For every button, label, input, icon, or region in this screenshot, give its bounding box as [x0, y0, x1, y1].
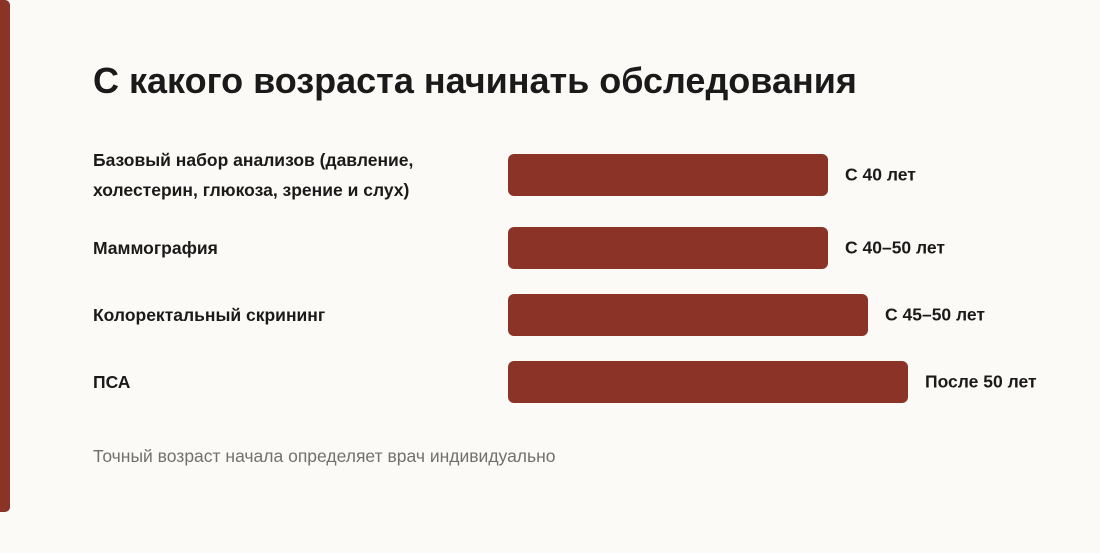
- value-label: После 50 лет: [925, 371, 1037, 392]
- category-label: Колоректальный скрининг: [93, 305, 326, 325]
- value-label: С 40–50 лет: [845, 237, 945, 258]
- accent-stripe: [0, 0, 10, 512]
- value-label: С 45–50 лет: [885, 304, 985, 325]
- category-label: Базовый набор анализов (давление, холест…: [93, 150, 414, 200]
- chart-title: С какого возраста начинать обследования: [93, 60, 857, 101]
- bar: [508, 227, 828, 269]
- category-label: Маммография: [93, 238, 218, 258]
- category-label: ПСА: [93, 372, 131, 392]
- footnote: Точный возраст начала определяет врач ин…: [93, 446, 556, 466]
- bar: [508, 154, 828, 196]
- bar: [508, 361, 908, 403]
- value-label: С 40 лет: [845, 164, 916, 185]
- bar: [508, 294, 868, 336]
